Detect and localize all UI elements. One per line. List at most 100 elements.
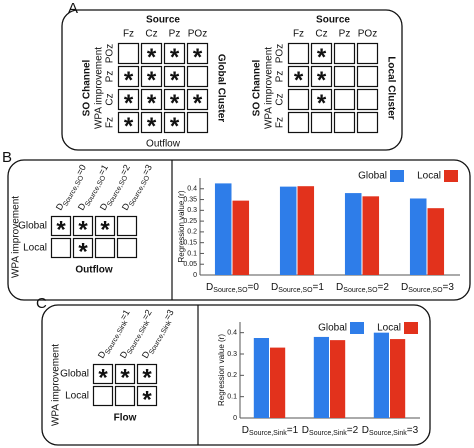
column-label: POz [188,29,207,40]
x-tick-label: DSource,Sink=2 [302,425,359,437]
grid-cell [287,65,310,88]
y-tick-label: 0.4 [187,186,197,193]
side-label: Local Cluster [385,56,396,119]
subscript: Source,SO [343,287,378,294]
subscript: Source,SO [62,174,85,208]
grid-cell [356,111,379,134]
significance-star: * [147,90,157,117]
grid-cell [163,42,186,65]
grid-cell [92,385,114,407]
side-label: Global Cluster [215,54,226,122]
panel-a-frame [61,9,403,151]
row-label: Local [65,391,89,402]
symbol: D [118,349,130,360]
significance-star: * [170,113,180,140]
row-label: POz [275,44,286,63]
significance-star: * [78,217,88,244]
row-label: Cz [105,93,116,105]
symbol: D [206,282,213,293]
bar [344,193,362,275]
symbol: D [242,425,249,436]
x-tick-label: DSource,SO=1 [271,282,324,294]
y-tick-label: 0.3 [227,351,237,358]
subscript: Source,Sink [249,430,287,437]
grid-cell [140,88,163,111]
suffix: =2 [140,308,154,322]
suffix: =2 [378,282,390,293]
grid-cell [50,215,72,237]
significance-star: * [170,90,180,117]
y-tick-label: 0.1 [227,394,237,401]
row-title: SO Channel [252,59,263,116]
significance-star: * [147,67,157,94]
symbol: D [140,349,152,360]
bar [270,347,286,418]
grid-cell [50,237,72,259]
subscript: Source,SO [408,287,443,294]
legend-swatch [350,322,364,334]
significance-star: * [317,90,327,117]
bar [390,339,406,418]
significance-star: * [142,387,152,414]
significance-star: * [170,44,180,71]
suffix: =1 [118,308,132,322]
column-label: Pz [169,29,181,40]
y-tick-label: 0.2 [187,229,197,236]
symbol: D [271,282,278,293]
bar [232,200,250,275]
subscript: Source,Sink [148,319,173,356]
grid-cell [287,111,310,134]
grid-cell [333,42,356,65]
grid-cell [117,42,140,65]
grid-cell [163,88,186,111]
column-label: POz [358,29,377,40]
y-tick-label: 0.4 [227,330,237,337]
significance-star: * [317,67,327,94]
grid-cell [117,88,140,111]
row-label: Pz [105,71,116,83]
grid-cell [310,42,333,65]
grid-cell [94,237,116,259]
grid-cell [356,88,379,111]
symbol: D [96,349,108,360]
subscript: Source,SO [213,287,248,294]
grid-cell [72,215,94,237]
y-tick-label: 0.1 [187,250,197,257]
suffix: =3 [141,163,155,177]
grid-cell [117,111,140,134]
significance-star: * [317,44,327,71]
suffix: =2 [347,425,359,436]
bar [313,336,329,418]
symbol: D [98,201,110,212]
bar [297,186,315,275]
grid-cell [287,42,310,65]
bar [373,332,389,418]
significance-star: * [193,44,203,71]
grid-cell [356,65,379,88]
y-axis-label: Regression value (r) [177,190,186,262]
grid-cell [136,363,158,385]
legend-swatch [390,170,404,182]
subscript: Source,SO [84,174,107,208]
x-tick-label: DSource,Sink=1 [242,425,299,437]
x-tick-label: DSource,SO=3 [401,282,454,294]
suffix: =1 [287,425,299,436]
symbol: D [336,282,343,293]
column-label: Cz [315,29,327,40]
y-tick-label: 0.25 [183,218,197,225]
grid-title: Source [316,15,350,26]
grid-cell [333,111,356,134]
column-label: Fz [123,29,134,40]
legend-label: Global [358,171,387,182]
suffix: =1 [313,282,325,293]
grid-cell [163,65,186,88]
grid-cell [114,363,136,385]
significance-star: * [147,44,157,71]
row-label: Fz [275,117,286,128]
grid-cell [186,88,209,111]
grid-cell [140,111,163,134]
significance-star: * [56,217,66,244]
bar [330,340,346,418]
subscript: Source,Sink [369,430,407,437]
legend-swatch [404,322,418,334]
